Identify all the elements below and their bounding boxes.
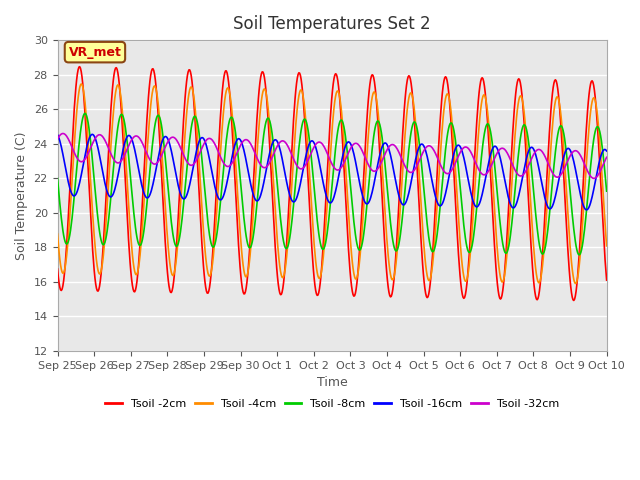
Title: Soil Temperatures Set 2: Soil Temperatures Set 2 [233, 15, 431, 33]
X-axis label: Time: Time [317, 376, 348, 389]
Y-axis label: Soil Temperature (C): Soil Temperature (C) [15, 131, 28, 260]
Text: VR_met: VR_met [68, 46, 122, 59]
Legend: Tsoil -2cm, Tsoil -4cm, Tsoil -8cm, Tsoil -16cm, Tsoil -32cm: Tsoil -2cm, Tsoil -4cm, Tsoil -8cm, Tsoi… [101, 395, 563, 414]
